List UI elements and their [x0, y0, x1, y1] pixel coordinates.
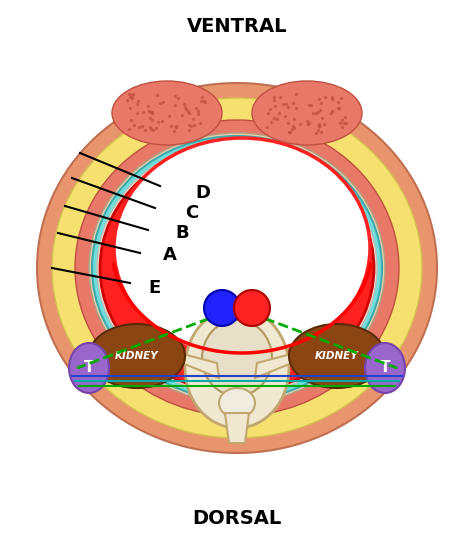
Ellipse shape [37, 83, 437, 453]
Ellipse shape [75, 120, 399, 416]
Ellipse shape [89, 324, 185, 388]
Text: VENTRAL: VENTRAL [187, 17, 287, 35]
Text: B: B [175, 224, 189, 242]
Text: T: T [380, 361, 390, 376]
Text: KIDNEY: KIDNEY [115, 351, 159, 361]
Ellipse shape [92, 136, 382, 400]
Ellipse shape [204, 290, 240, 326]
Text: D: D [195, 184, 210, 202]
Ellipse shape [69, 343, 109, 393]
Ellipse shape [114, 138, 370, 358]
Text: C: C [185, 204, 198, 222]
Ellipse shape [100, 144, 374, 392]
Ellipse shape [52, 98, 422, 438]
Text: T: T [84, 361, 94, 376]
Ellipse shape [202, 320, 272, 396]
Text: KIDNEY: KIDNEY [315, 351, 359, 361]
Polygon shape [225, 413, 249, 443]
Ellipse shape [252, 81, 362, 145]
Polygon shape [179, 353, 219, 378]
Ellipse shape [112, 81, 222, 145]
Text: E: E [148, 279, 160, 297]
Ellipse shape [234, 290, 270, 326]
Ellipse shape [185, 308, 289, 428]
Text: A: A [163, 246, 177, 264]
Text: DORSAL: DORSAL [192, 509, 282, 527]
Ellipse shape [289, 324, 385, 388]
Ellipse shape [219, 388, 255, 418]
Ellipse shape [97, 141, 377, 395]
Ellipse shape [365, 343, 405, 393]
Ellipse shape [89, 133, 385, 403]
Polygon shape [255, 353, 295, 378]
